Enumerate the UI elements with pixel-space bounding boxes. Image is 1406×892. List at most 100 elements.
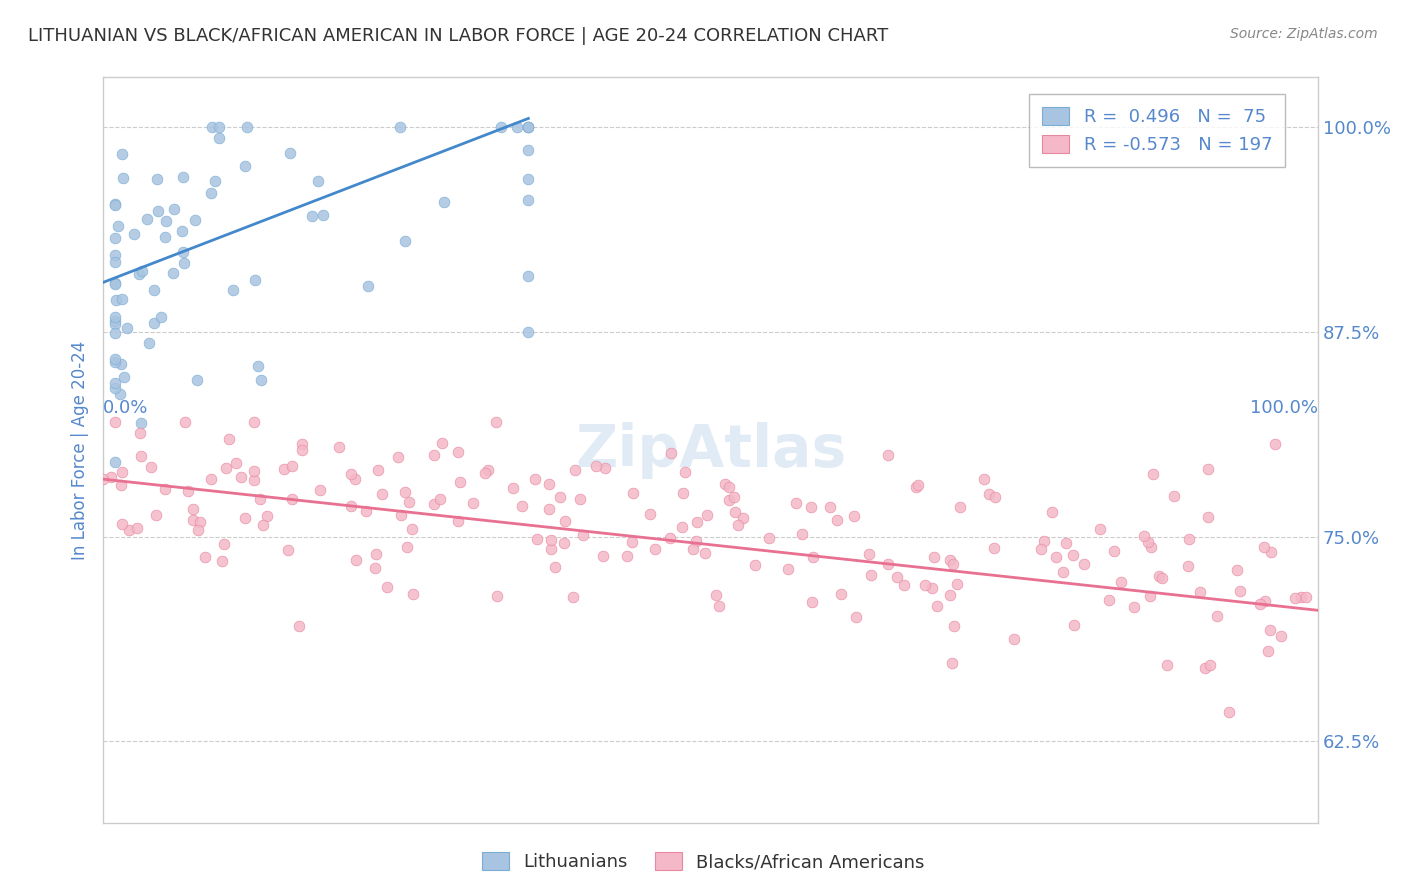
Point: [110, 357, 132, 371]
Point: [505, 120, 527, 134]
Point: [1257, 643, 1279, 657]
Point: [309, 483, 332, 497]
Point: [474, 466, 496, 480]
Point: [1194, 661, 1216, 675]
Point: [585, 458, 607, 473]
Point: [1102, 543, 1125, 558]
Point: [727, 517, 749, 532]
Point: [564, 463, 586, 477]
Point: [243, 273, 266, 287]
Point: [592, 549, 614, 563]
Point: [554, 514, 576, 528]
Point: [377, 580, 399, 594]
Point: [291, 436, 314, 450]
Point: [723, 505, 745, 519]
Point: [801, 550, 824, 565]
Point: [1098, 592, 1121, 607]
Point: [1140, 540, 1163, 554]
Point: [540, 542, 562, 557]
Point: [1289, 590, 1312, 604]
Point: [1226, 563, 1249, 577]
Point: [104, 198, 127, 212]
Point: [127, 521, 149, 535]
Point: [1218, 705, 1240, 719]
Point: [825, 513, 848, 527]
Point: [1052, 565, 1074, 579]
Point: [145, 508, 167, 522]
Point: [758, 531, 780, 545]
Point: [364, 561, 387, 575]
Point: [252, 517, 274, 532]
Point: [394, 234, 416, 248]
Point: [222, 283, 245, 297]
Point: [112, 171, 135, 186]
Point: [432, 436, 454, 450]
Point: [104, 248, 127, 262]
Point: [110, 478, 132, 492]
Point: [517, 268, 540, 283]
Point: [186, 373, 208, 387]
Point: [1198, 657, 1220, 672]
Point: [685, 534, 707, 549]
Point: [553, 536, 575, 550]
Point: [344, 553, 367, 567]
Point: [1147, 569, 1170, 583]
Point: [517, 120, 540, 134]
Point: [1073, 557, 1095, 571]
Point: [107, 219, 129, 234]
Point: [1258, 623, 1281, 637]
Point: [174, 415, 197, 429]
Point: [463, 496, 485, 510]
Point: [925, 599, 948, 613]
Point: [949, 500, 972, 515]
Point: [941, 657, 963, 671]
Point: [233, 511, 256, 525]
Point: [447, 514, 470, 528]
Point: [1284, 591, 1306, 606]
Point: [477, 463, 499, 477]
Point: [423, 497, 446, 511]
Point: [517, 143, 540, 157]
Point: [859, 567, 882, 582]
Point: [1031, 542, 1053, 557]
Point: [218, 432, 240, 446]
Point: [537, 502, 560, 516]
Point: [301, 209, 323, 223]
Point: [149, 310, 172, 324]
Point: [1253, 540, 1275, 554]
Point: [1123, 600, 1146, 615]
Point: [100, 470, 122, 484]
Point: [115, 321, 138, 335]
Point: [173, 255, 195, 269]
Point: [1229, 583, 1251, 598]
Point: [181, 501, 204, 516]
Point: [143, 316, 166, 330]
Point: [638, 507, 661, 521]
Point: [1045, 550, 1067, 565]
Point: [312, 208, 335, 222]
Point: [229, 470, 252, 484]
Point: [129, 416, 152, 430]
Point: [1142, 467, 1164, 481]
Point: [1054, 535, 1077, 549]
Point: [188, 515, 211, 529]
Point: [904, 480, 927, 494]
Point: [233, 159, 256, 173]
Point: [1295, 590, 1317, 604]
Point: [277, 542, 299, 557]
Point: [922, 549, 945, 564]
Point: [104, 351, 127, 366]
Point: [357, 279, 380, 293]
Point: [569, 491, 592, 506]
Point: [104, 415, 127, 429]
Point: [572, 528, 595, 542]
Point: [830, 586, 852, 600]
Point: [502, 481, 524, 495]
Point: [714, 476, 737, 491]
Text: LITHUANIAN VS BLACK/AFRICAN AMERICAN IN LABOR FORCE | AGE 20-24 CORRELATION CHAR: LITHUANIAN VS BLACK/AFRICAN AMERICAN IN …: [28, 27, 889, 45]
Point: [485, 589, 508, 603]
Point: [391, 508, 413, 522]
Point: [973, 473, 995, 487]
Point: [1197, 462, 1219, 476]
Point: [243, 473, 266, 487]
